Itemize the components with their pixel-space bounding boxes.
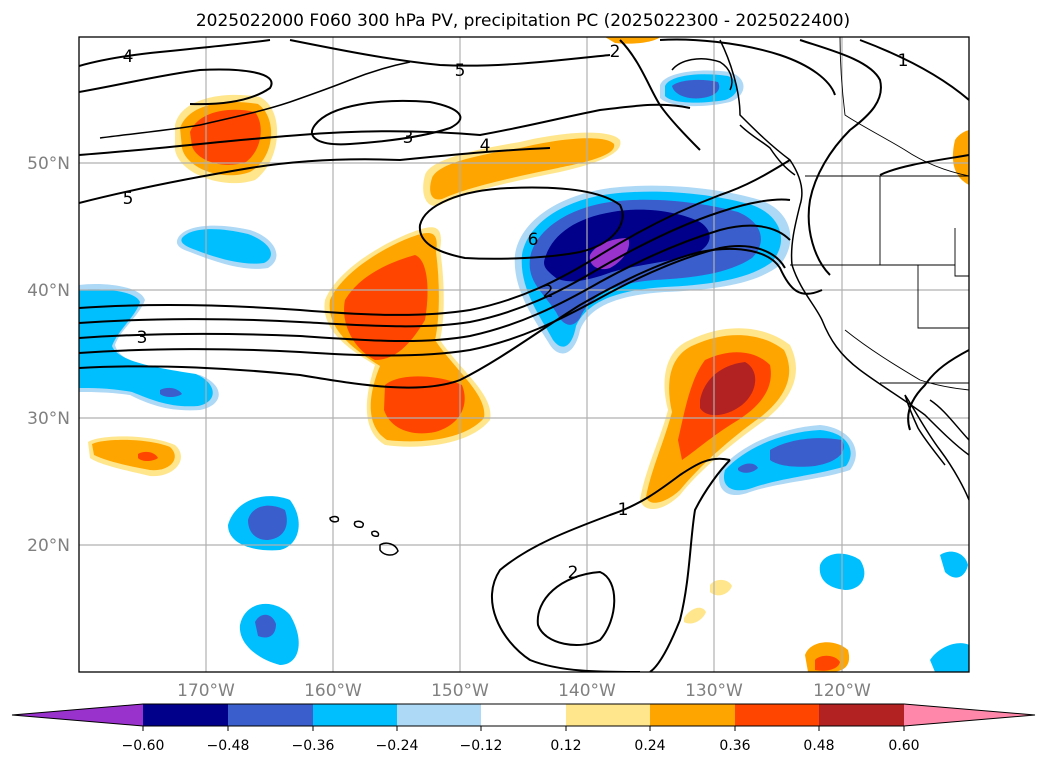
precip-blob-orange-se (805, 642, 850, 672)
colorbar-tick-label: −0.36 (292, 738, 335, 754)
colorbar: −0.60 −0.48 −0.36 −0.24 −0.12 0.12 0.24 … (11, 703, 1036, 754)
lon-label: 140°W (558, 681, 616, 701)
contour-label: 2 (568, 563, 579, 583)
precip-blob-yellow-dots (684, 579, 732, 624)
precip-blob-right-edge (952, 130, 969, 185)
colorbar-tick-label: 0.12 (550, 738, 581, 754)
colorbar-tick-label: −0.60 (122, 738, 165, 754)
precip-blob-blue-se (819, 551, 969, 672)
colorbar-segment (650, 704, 735, 726)
contour-label: 1 (898, 51, 909, 71)
precip-blob-blue-north (660, 70, 744, 107)
precip-blob-central (324, 227, 491, 447)
contour-label: 1 (618, 500, 629, 520)
lat-label: 20°N (27, 536, 70, 556)
lon-label: 170°W (177, 681, 235, 701)
colorbar-segment (397, 704, 481, 726)
precip-blob-blue-south (228, 496, 299, 551)
colorbar-ticks (142, 726, 905, 731)
map-content: 4 5 2 1 3 4 5 6 2 3 1 2 (79, 37, 969, 672)
colorbar-tick-label: −0.24 (376, 738, 419, 754)
lat-label: 50°N (27, 154, 70, 174)
precip-blob-east (640, 328, 796, 510)
lon-label: 130°W (685, 681, 743, 701)
contour-label: 5 (455, 61, 466, 81)
political-borders (790, 37, 969, 391)
contour-label: 4 (123, 47, 134, 67)
colorbar-tick-label: 0.24 (634, 738, 665, 754)
map-frame (78, 36, 970, 673)
precip-blob-top (605, 37, 660, 44)
colorbar-segment (143, 704, 228, 726)
colorbar-tick-label: −0.48 (207, 738, 250, 754)
colorbar-segment (566, 704, 650, 726)
colorbar-segment (735, 704, 819, 726)
precip-blob-blue-east (719, 425, 856, 496)
lon-label: 120°W (813, 681, 871, 701)
lon-label: 150°W (431, 681, 489, 701)
colorbar-tick-label: 0.48 (803, 738, 834, 754)
contour-label: 2 (610, 42, 621, 62)
precip-blob-blue-west (176, 225, 277, 269)
colorbar-segment (481, 704, 566, 726)
pv-contours (79, 38, 969, 672)
colorbar-extend-right (904, 704, 1035, 726)
precip-blob-nw (175, 94, 278, 184)
colorbar-tick-label: 0.60 (888, 738, 919, 754)
lat-label: 30°N (27, 409, 70, 429)
contour-label: 6 (528, 230, 539, 250)
colorbar-segment (819, 704, 904, 726)
colorbar-segment (228, 704, 313, 726)
contour-label: 3 (137, 328, 148, 348)
colorbar-extend-left (12, 704, 143, 726)
colorbar-tick-label: −0.12 (460, 738, 503, 754)
precip-blob-sw (88, 436, 181, 477)
precip-blob-blue-south2 (239, 603, 299, 665)
contour-label: 3 (403, 128, 414, 148)
figure-title: 2025022000 F060 300 hPa PV, precipitatio… (196, 11, 850, 31)
lat-label: 40°N (27, 281, 70, 301)
colorbar-segment (313, 704, 397, 726)
precip-blob-blue-edge (79, 283, 219, 411)
lon-label: 160°W (304, 681, 362, 701)
colorbar-tick-label: 0.36 (719, 738, 750, 754)
contour-label: 2 (543, 282, 554, 302)
contour-label: 4 (480, 136, 491, 156)
contour-label: 5 (123, 189, 134, 209)
precip-band-orange (423, 132, 621, 206)
